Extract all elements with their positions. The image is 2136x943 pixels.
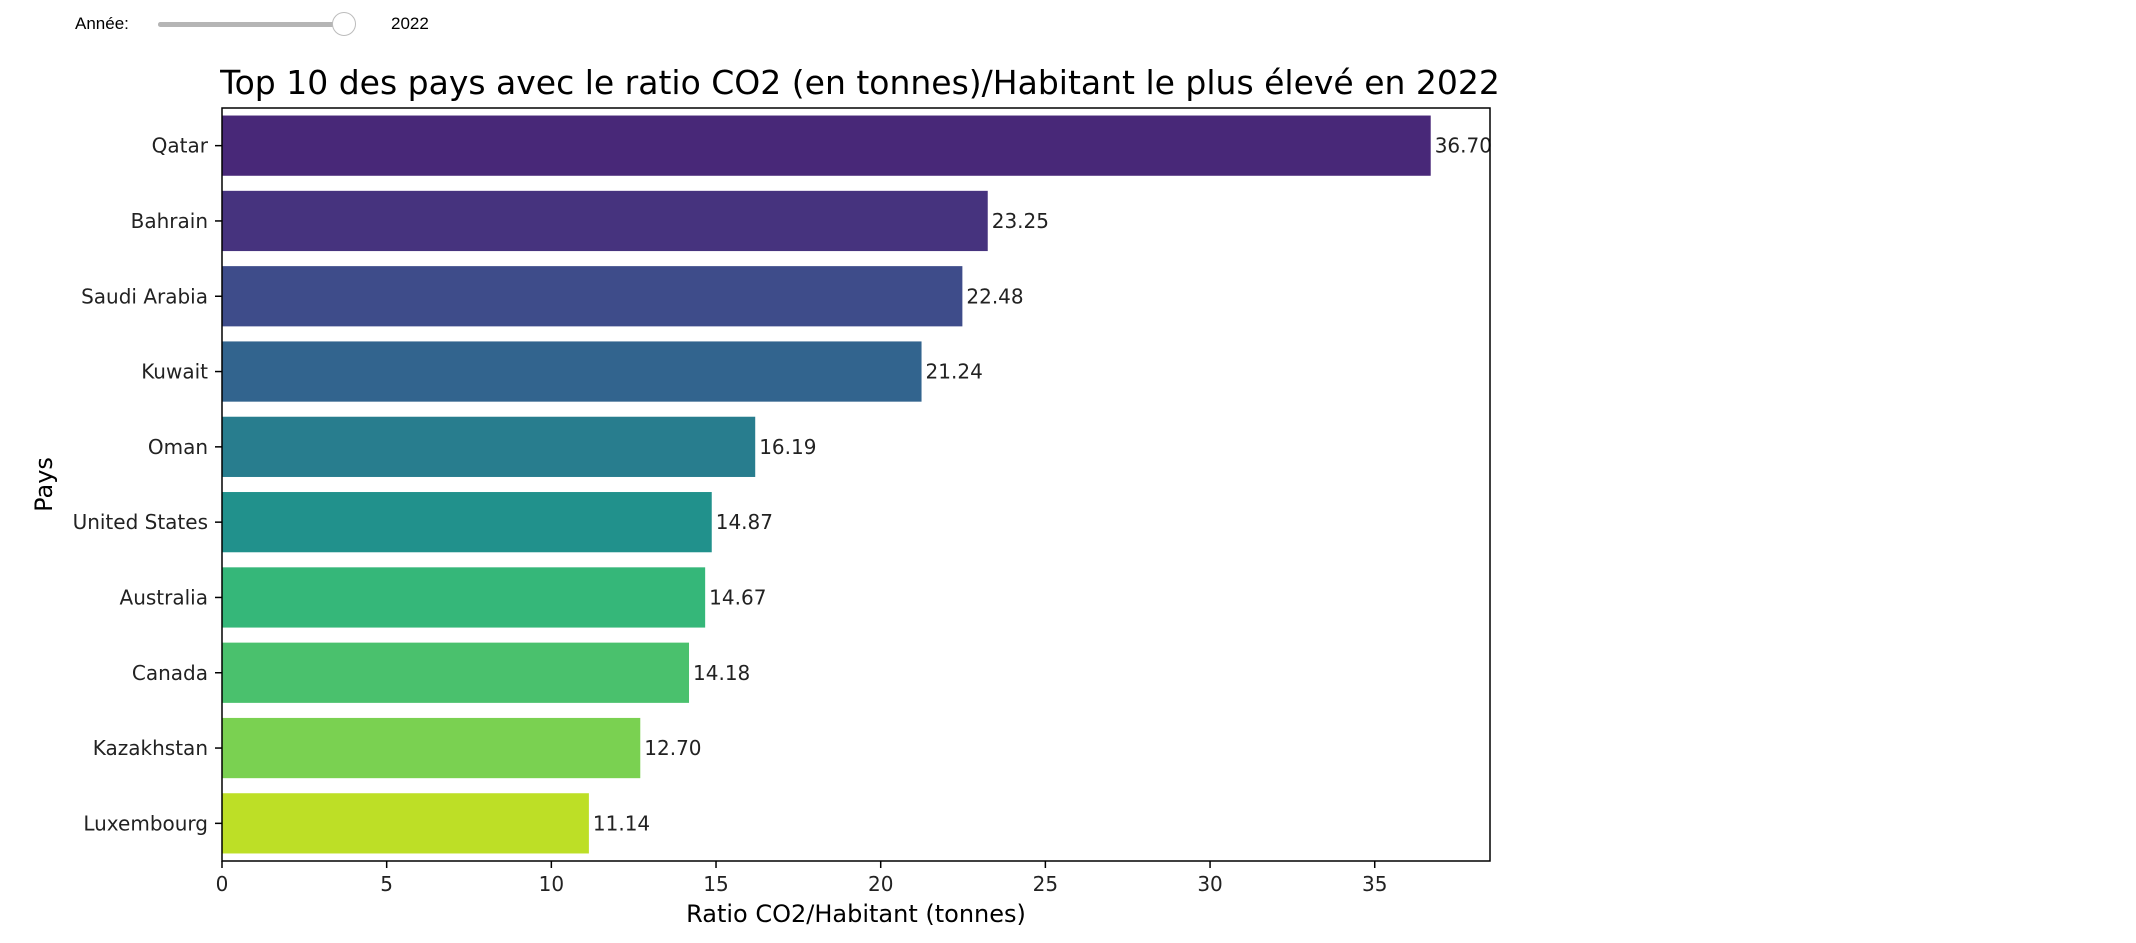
bar-united-states: [222, 492, 712, 553]
x-tick-label: 5: [380, 872, 393, 896]
y-tick-label: Kuwait: [141, 360, 208, 384]
year-slider-widget: Année: 2022: [0, 0, 520, 50]
x-tick-label: 25: [1033, 872, 1058, 896]
bars-layer: 36.70 23.25 22.48 21.24 16.19 14.87 14.67 14.18…: [222, 115, 1492, 854]
data-label: 21.24: [926, 360, 983, 384]
bar-oman: [222, 416, 756, 477]
y-tick-label: Saudi Arabia: [81, 284, 208, 308]
data-label: 36.70: [1435, 134, 1492, 158]
data-label: 12.70: [644, 736, 701, 760]
x-tick-label: 0: [216, 872, 229, 896]
year-slider-fill: [158, 22, 344, 27]
data-label: 22.48: [966, 284, 1023, 308]
year-slider-label: Année:: [75, 14, 129, 33]
x-tick-label: 35: [1362, 872, 1387, 896]
x-tick-label: 30: [1197, 872, 1222, 896]
data-label: 14.18: [693, 661, 750, 685]
chart-title: Top 10 des pays avec le ratio CO2 (en to…: [219, 63, 1500, 102]
x-tick-label: 15: [703, 872, 728, 896]
x-axis-label: Ratio CO2/Habitant (tonnes): [686, 900, 1026, 928]
y-tick-label: Oman: [148, 435, 208, 459]
y-tick-label: United States: [73, 510, 208, 534]
plot-frame: [221, 107, 1491, 862]
x-tick-label: 20: [868, 872, 893, 896]
bar-kazakhstan: [222, 717, 641, 779]
x-tick-label: 10: [539, 872, 564, 896]
bar-luxembourg: [222, 793, 589, 854]
data-label: 14.67: [709, 585, 766, 609]
bar-canada: [222, 642, 690, 703]
data-label: 16.19: [759, 435, 816, 459]
year-slider-track[interactable]: [158, 22, 344, 27]
bar-saudi-arabia: [222, 266, 963, 327]
data-label: 23.25: [992, 209, 1049, 233]
y-tick-label: Luxembourg: [83, 811, 208, 835]
y-tick-label: Australia: [120, 585, 208, 609]
y-tick-label: Qatar: [152, 134, 209, 158]
bar-kuwait: [222, 341, 922, 402]
y-tick-label: Canada: [132, 661, 208, 685]
y-tick-labels: Qatar Bahrain Saudi Arabia Kuwait Oman United…: [73, 134, 222, 835]
bar-bahrain: [222, 190, 988, 252]
year-slider-value: 2022: [391, 14, 429, 33]
y-axis-label: Pays: [30, 457, 58, 512]
year-slider-handle[interactable]: [332, 12, 356, 36]
y-tick-label: Bahrain: [131, 209, 208, 233]
x-ticks: 0 5 10 15 20 25 30 35: [216, 861, 1387, 896]
data-label: 14.87: [716, 510, 773, 534]
bar-australia: [222, 567, 706, 628]
bar-qatar: [222, 115, 1431, 176]
y-tick-label: Kazakhstan: [93, 736, 208, 760]
data-label: 11.14: [593, 811, 650, 835]
